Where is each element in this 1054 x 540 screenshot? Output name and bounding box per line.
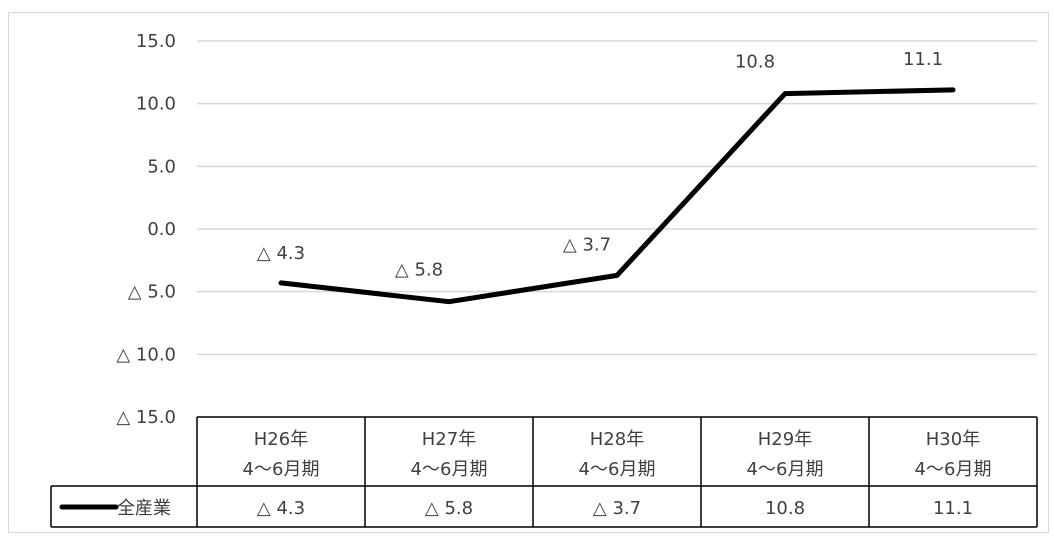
category-label-year: H26年 [254, 429, 308, 450]
category-label-year: H27年 [422, 429, 476, 450]
table-value-cell: 10.8 [765, 498, 805, 519]
table-value-cell: △ 3.7 [593, 498, 641, 519]
category-label-year: H30年 [926, 429, 980, 450]
y-tick-label: △ 5.0 [128, 282, 176, 303]
y-axis-tick-labels: 15.0 10.0 5.0 0.0 △ 5.0 △ 10.0 △ 15.0 [116, 31, 176, 428]
data-label: △ 5.8 [395, 260, 443, 281]
data-label: △ 3.7 [563, 234, 611, 255]
data-label: 11.1 [903, 49, 943, 70]
y-tick-label: △ 10.0 [116, 344, 176, 365]
y-tick-label: 10.0 [136, 94, 176, 115]
category-label-period: 4～6月期 [915, 459, 992, 480]
table-value-cell: △ 5.8 [425, 498, 473, 519]
y-tick-label: 15.0 [136, 31, 176, 52]
data-label: △ 4.3 [257, 243, 305, 264]
chart-frame [8, 12, 1049, 533]
y-tick-label: △ 15.0 [116, 407, 176, 428]
data-labels: △ 4.3 △ 5.8 △ 3.7 10.8 11.1 [257, 49, 943, 281]
y-tick-label: 5.0 [147, 156, 176, 177]
series-line [278, 87, 956, 305]
gridlines [197, 40, 1037, 356]
category-label-period: 4～6月期 [243, 459, 320, 480]
data-table: H26年 4～6月期 H27年 4～6月期 H28年 4～6月期 H29年 4～6月期 H30年… [50, 416, 1038, 528]
category-label-year: H28年 [590, 429, 644, 450]
data-label: 10.8 [735, 52, 775, 73]
y-tick-label: 0.0 [147, 219, 176, 240]
legend-series-name: 全産業 [117, 498, 171, 519]
category-label-period: 4～6月期 [747, 459, 824, 480]
series-line-layer [278, 87, 956, 305]
category-label-year: H29年 [758, 429, 812, 450]
table-value-cell: △ 4.3 [257, 498, 305, 519]
category-label-period: 4～6月期 [579, 459, 656, 480]
category-label-period: 4～6月期 [411, 459, 488, 480]
table-value-cell: 11.1 [933, 498, 973, 519]
